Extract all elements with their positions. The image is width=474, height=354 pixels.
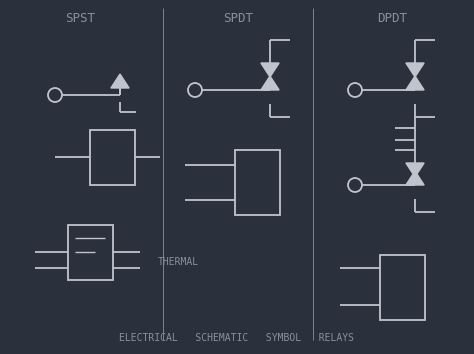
Polygon shape [111,74,129,88]
Text: SPST: SPST [65,11,95,24]
Text: DPDT: DPDT [377,11,407,24]
Bar [380,255,425,320]
Text: SPDT: SPDT [223,11,253,24]
Bar [90,130,135,185]
Polygon shape [261,76,279,90]
Polygon shape [406,63,424,77]
Polygon shape [406,171,424,185]
Text: ELECTRICAL   SCHEMATIC   SYMBOL   RELAYS: ELECTRICAL SCHEMATIC SYMBOL RELAYS [119,333,355,343]
Polygon shape [406,163,424,177]
Text: THERMAL: THERMAL [158,257,199,267]
Bar [235,150,280,215]
Polygon shape [406,76,424,90]
Polygon shape [261,63,279,77]
Bar [68,225,113,280]
